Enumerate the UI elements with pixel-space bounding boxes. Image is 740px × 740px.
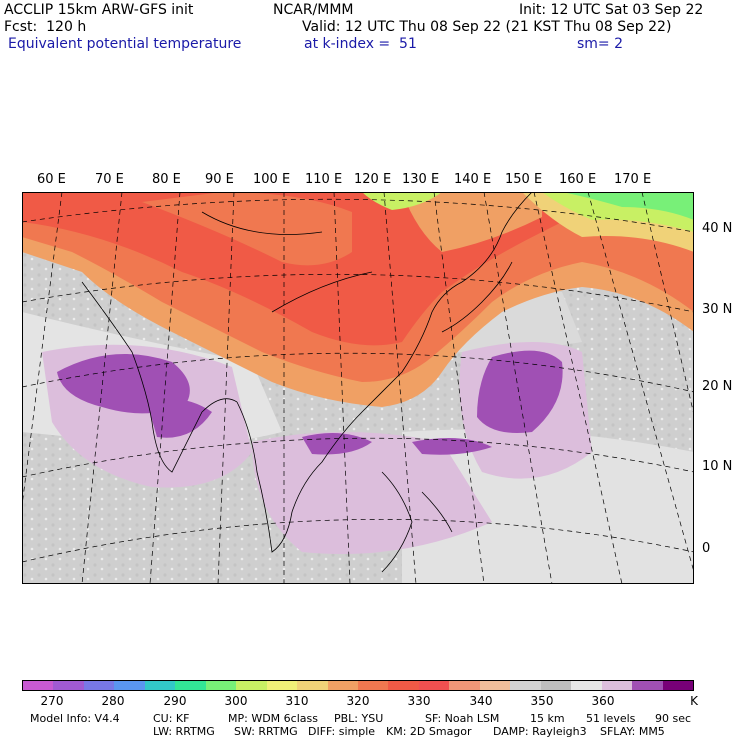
legend-swatch <box>540 681 572 690</box>
legend-swatch <box>449 681 480 690</box>
center-name: NCAR/MMM <box>273 2 354 18</box>
legend-swatch <box>601 681 633 690</box>
model-info: KM: 2D Smagor <box>386 725 472 738</box>
legend-tick: 310 <box>285 694 309 708</box>
legend-swatch <box>662 681 693 690</box>
lon-label: 100 E <box>253 172 291 187</box>
legend-tick: 280 <box>101 694 125 708</box>
forecast-hour: Fcst: 120 h <box>4 19 87 35</box>
model-info: LW: RRTMG <box>153 725 215 738</box>
lon-label: 130 E <box>402 172 440 187</box>
legend-tick: 320 <box>346 694 370 708</box>
model-info: SW: RRTMG <box>234 725 298 738</box>
legend-swatch <box>327 681 358 690</box>
model-info: DAMP: Rayleigh3 <box>493 725 587 738</box>
model-info: MP: WDM 6class <box>228 712 318 725</box>
lon-label: 140 E <box>454 172 492 187</box>
lon-label: 80 E <box>152 172 181 187</box>
model-info: CU: KF <box>153 712 190 725</box>
legend-tick: 360 <box>591 694 615 708</box>
legend-tick: 290 <box>163 694 187 708</box>
model-info: SFLAY: MM5 <box>600 725 665 738</box>
legend-swatch <box>23 681 54 690</box>
lon-label: 120 E <box>354 172 392 187</box>
legend-swatch <box>632 681 663 690</box>
lat-label: 0 <box>702 541 711 556</box>
legend-tick: 340 <box>469 694 493 708</box>
lat-label: 30 N <box>702 302 733 317</box>
legend-tick: 330 <box>407 694 431 708</box>
legend-tick: 270 <box>40 694 64 708</box>
legend-swatch <box>297 681 328 690</box>
model-info: 90 sec <box>655 712 692 725</box>
level-index: at k-index = 51 <box>304 36 417 52</box>
lon-label: 90 E <box>205 172 234 187</box>
model-info: DIFF: simple <box>308 725 376 738</box>
legend-swatch <box>53 681 84 690</box>
legend-swatch <box>114 681 145 690</box>
init-time: Init: 12 UTC Sat 03 Sep 22 <box>519 2 704 18</box>
model-info: 15 km <box>530 712 565 725</box>
legend-swatch <box>479 681 511 690</box>
lat-label: 20 N <box>702 379 733 394</box>
lon-label: 70 E <box>95 172 124 187</box>
legend-swatch <box>266 681 298 690</box>
lon-label: 150 E <box>505 172 543 187</box>
lon-label: 160 E <box>559 172 597 187</box>
color-legend <box>22 680 694 691</box>
legend-swatch <box>144 681 176 690</box>
legend-unit: K <box>690 694 698 708</box>
smoothing: sm= 2 <box>577 36 624 52</box>
model-info: Model Info: V4.4 <box>30 712 120 725</box>
legend-swatch <box>510 681 541 690</box>
legend-swatch <box>83 681 115 690</box>
legend-tick: 300 <box>224 694 248 708</box>
legend-swatch <box>357 681 389 690</box>
model-info: 51 levels <box>586 712 636 725</box>
legend-swatch <box>205 681 237 690</box>
lat-label: 40 N <box>702 221 733 236</box>
graticule <box>22 192 694 584</box>
coastlines <box>81 192 533 573</box>
model-info: PBL: YSU <box>334 712 384 725</box>
legend-tick: 350 <box>530 694 554 708</box>
legend-swatch <box>418 681 450 690</box>
legend-swatch <box>388 681 419 690</box>
run-title: ACCLIP 15km ARW-GFS init <box>4 2 194 18</box>
model-info: SF: Noah LSM <box>425 712 500 725</box>
lon-label: 170 E <box>614 172 652 187</box>
lon-label: 110 E <box>305 172 343 187</box>
lon-label: 60 E <box>37 172 66 187</box>
valid-time: Valid: 12 UTC Thu 08 Sep 22 (21 KST Thu … <box>302 19 672 35</box>
legend-swatch <box>175 681 206 690</box>
field-name: Equivalent potential temperature <box>8 36 242 52</box>
legend-swatch <box>236 681 267 690</box>
lat-label: 10 N <box>702 459 733 474</box>
legend-swatch <box>571 681 602 690</box>
theta-e-map <box>22 192 694 584</box>
